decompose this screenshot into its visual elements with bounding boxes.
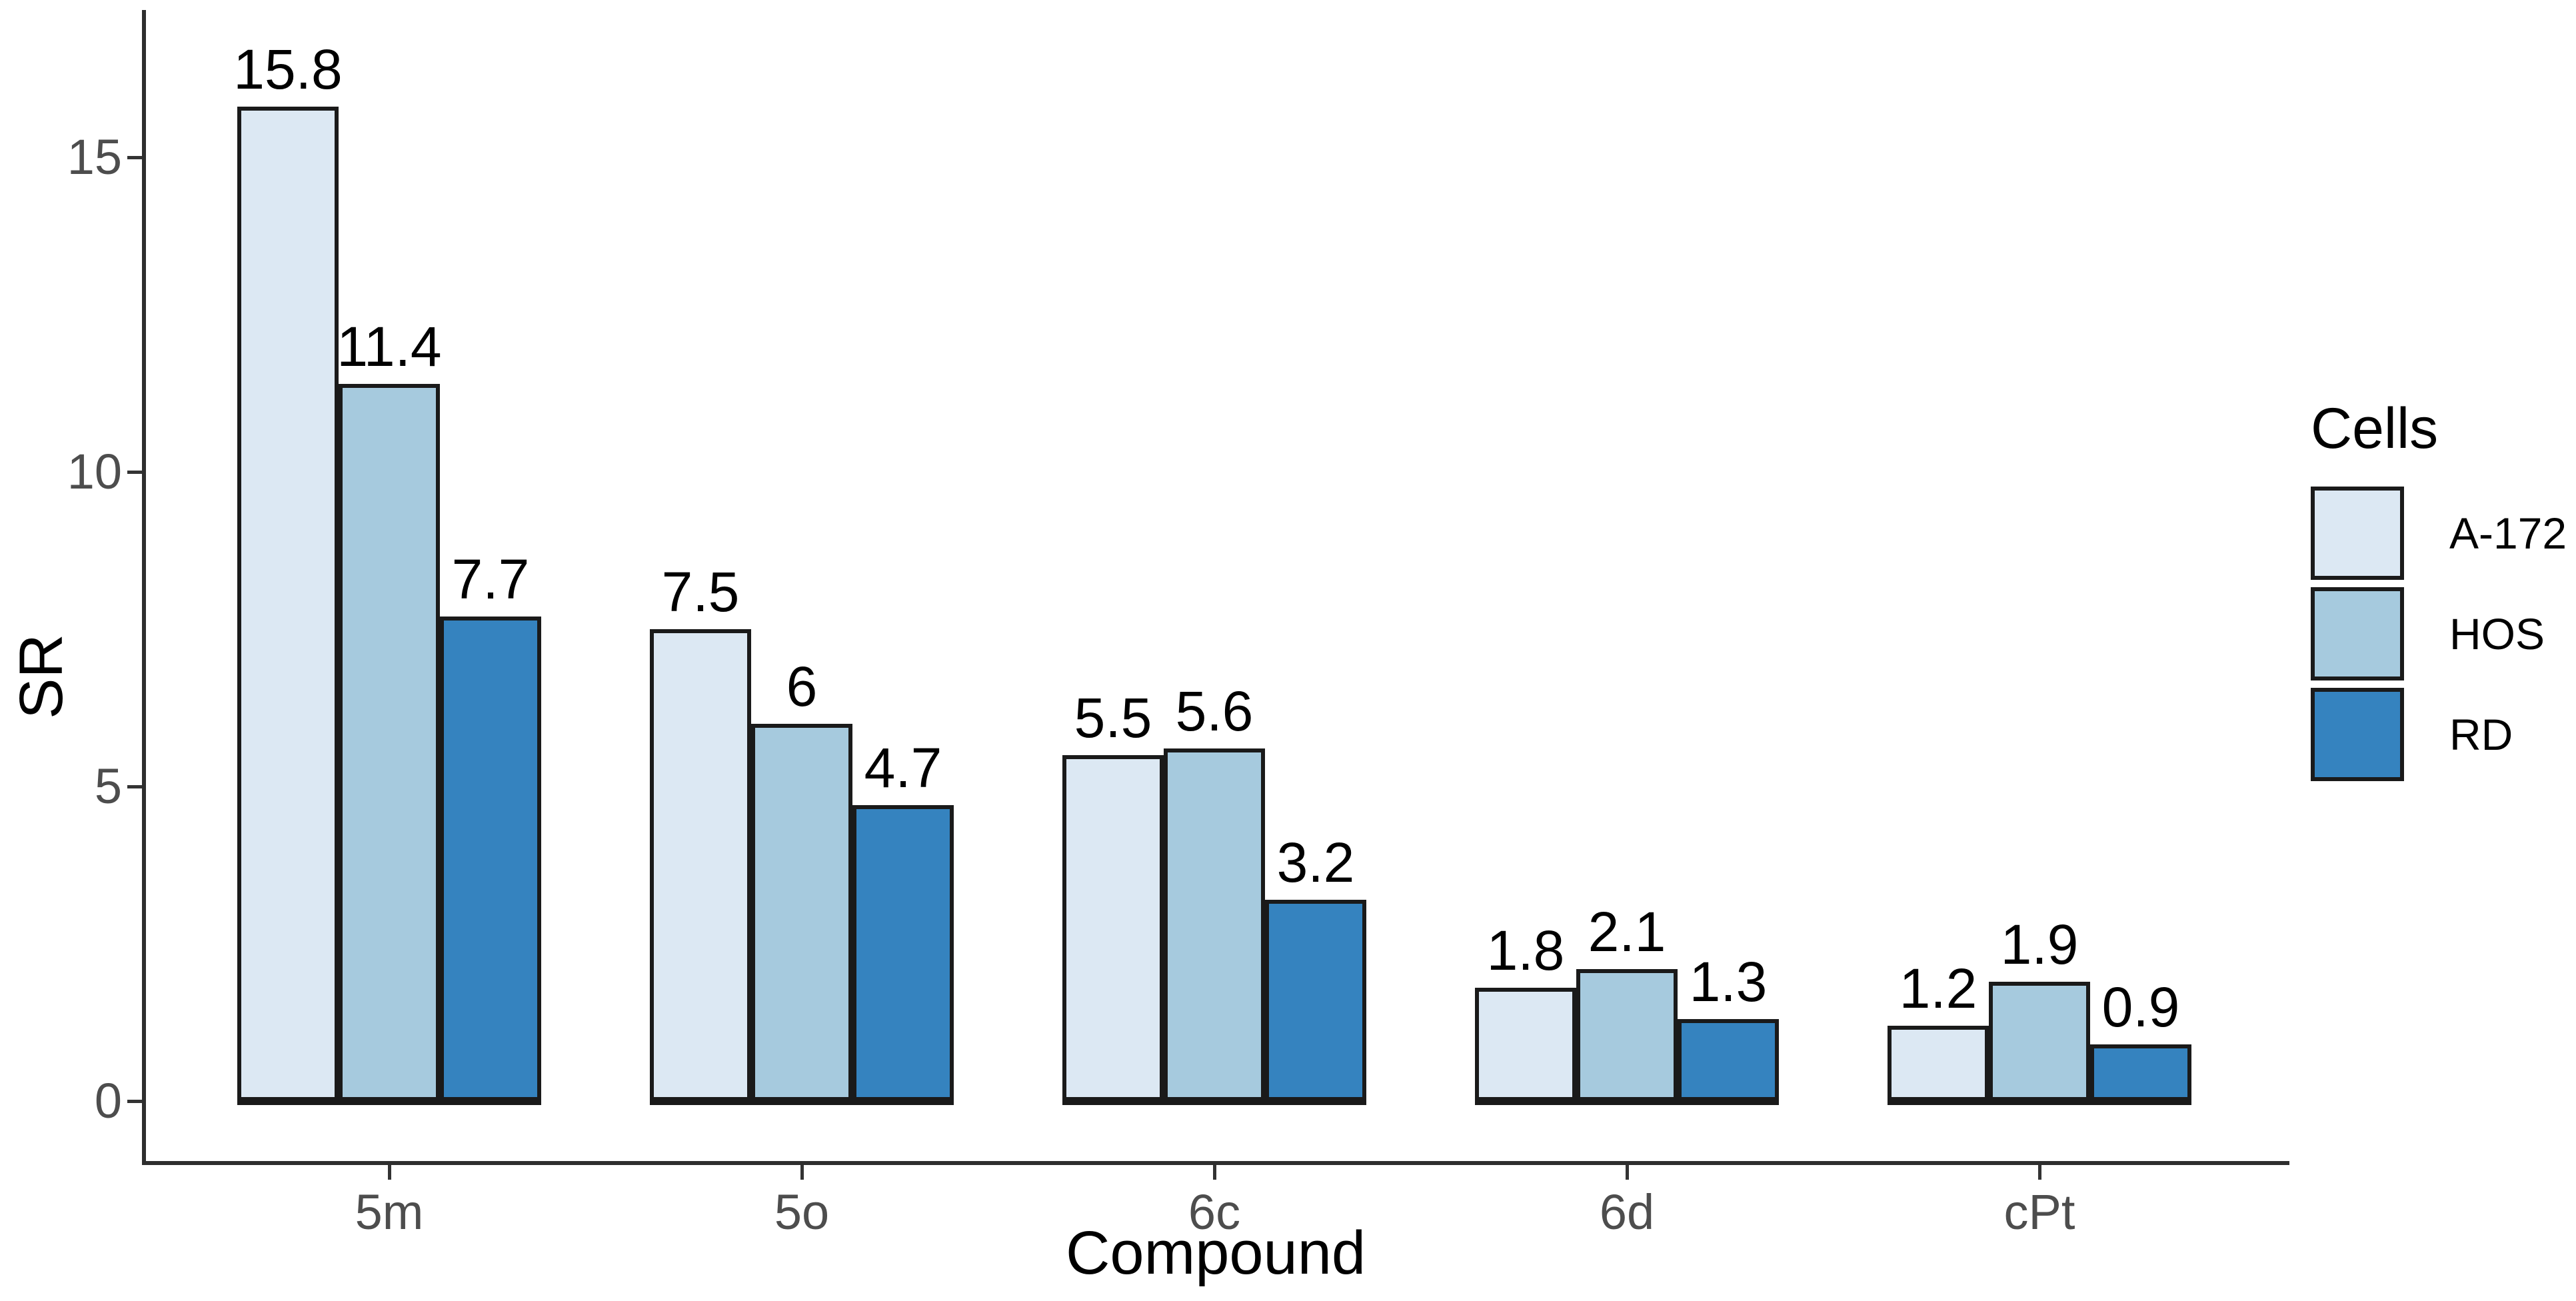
legend-label: A-172 [2449,509,2567,558]
bar [1576,968,1678,1101]
group-baseline [1888,1097,2191,1105]
bar-value-label: 0.9 [2101,976,2180,1039]
legend: Cells A-172 HOS RD [2311,397,2567,813]
x-tick-mark [2037,1165,2041,1180]
bar-value-label: 6 [786,654,818,718]
y-tick-label: 10 [67,444,122,499]
bar-value-label: 11.4 [337,315,442,378]
y-axis-title: SR [7,634,75,719]
bar [1164,748,1265,1101]
x-axis-line [142,1161,2289,1165]
y-tick-mark [127,1099,142,1103]
bar [1475,988,1576,1101]
y-tick-label: 15 [67,129,122,185]
bar-value-label: 7.7 [451,548,530,611]
y-axis-line [142,10,146,1165]
bar [1888,1025,1989,1101]
group-baseline [1475,1097,1779,1105]
x-tick-label: 6c [1188,1184,1241,1240]
legend-swatch [2311,688,2404,781]
bar-value-label: 15.8 [233,38,343,101]
bar [1265,899,1366,1101]
y-tick-label: 5 [94,758,122,814]
bar [852,805,954,1101]
bar-value-label: 5.6 [1175,680,1254,743]
bar-value-label: 1.2 [1899,956,1977,1020]
bar [2090,1044,2191,1101]
legend-label: RD [2449,710,2513,759]
y-tick-mark [127,155,142,159]
legend-label: HOS [2449,609,2545,658]
bar [751,723,852,1101]
x-axis-title: Compound [1065,1219,1366,1287]
legend-title: Cells [2311,397,2439,461]
group-baseline [650,1097,954,1105]
x-tick-mark [1625,1165,1629,1180]
bar [1989,981,2090,1101]
bar [339,383,440,1101]
bar-value-label: 1.9 [2000,912,2079,976]
group-baseline [1062,1097,1366,1105]
x-tick-mark [387,1165,391,1180]
bar [1678,1019,1779,1101]
bar [650,629,751,1101]
y-tick-label: 0 [94,1073,122,1128]
bar-value-label: 3.2 [1276,830,1355,894]
legend-swatch [2311,487,2404,580]
bar-value-label: 2.1 [1588,900,1666,963]
group-baseline [237,1097,541,1105]
legend-swatch [2311,587,2404,680]
bar-value-label: 5.5 [1074,686,1152,749]
bar [1062,754,1164,1101]
x-tick-mark [1212,1165,1216,1180]
y-tick-mark [127,784,142,788]
x-tick-label: cPt [2003,1184,2075,1240]
y-tick-mark [127,470,142,474]
x-tick-label: 5o [774,1184,830,1240]
x-tick-mark [800,1165,804,1180]
bar-value-label: 7.5 [661,561,740,623]
bar [440,617,541,1101]
bar [237,107,339,1101]
bar-value-label: 1.8 [1486,919,1565,982]
bar-value-label: 4.7 [864,736,942,800]
x-tick-label: 6d [1599,1184,1655,1240]
x-tick-label: 5m [355,1184,424,1240]
bar-value-label: 1.3 [1689,950,1768,1014]
